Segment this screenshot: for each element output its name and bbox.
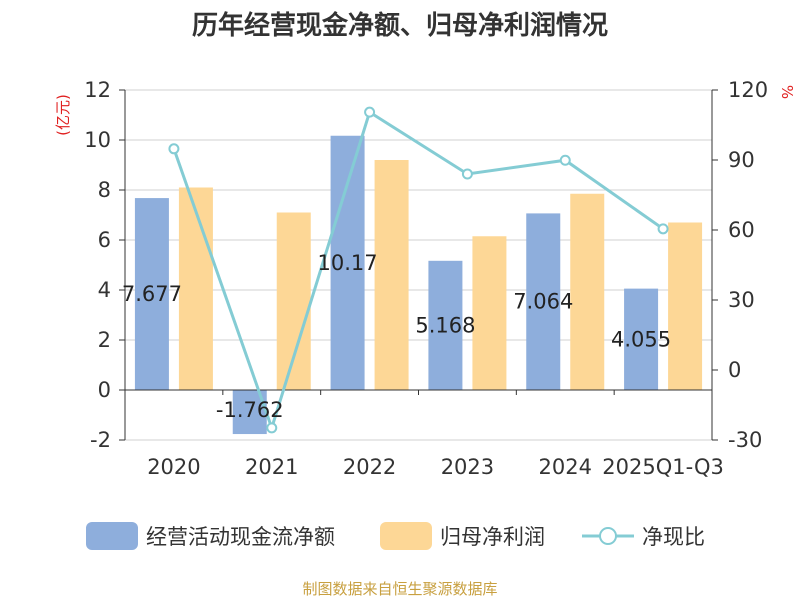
ratio-point: [559, 154, 571, 166]
ratio-line: [168, 106, 669, 434]
x-tick-label: 2022: [343, 455, 396, 479]
y-left-tick-label: 6: [98, 228, 111, 252]
y-left-tick-label: -2: [90, 428, 111, 452]
bar-net-profit: [178, 187, 213, 390]
x-tick-label: 2024: [539, 455, 592, 479]
y-right-tick-label: 0: [728, 358, 741, 382]
bar-value-label: 7.677: [122, 282, 182, 306]
y-right-tick-label: 30: [728, 288, 755, 312]
y-right-tick-label: -30: [728, 428, 762, 452]
ratio-point: [364, 106, 376, 118]
bar-net-profit: [374, 160, 409, 390]
y-left-tick-label: 10: [84, 128, 111, 152]
data-labels: 7.677 -1.762 10.17 5.168 7.064 4.055: [122, 251, 671, 422]
y-right-unit: %: [778, 85, 796, 99]
x-tick-label: 2023: [441, 455, 494, 479]
ratio-point: [461, 168, 473, 180]
bar-value-label: 4.055: [611, 327, 671, 351]
legend-swatch-ratio-marker: [599, 527, 617, 545]
legend-swatch-cash-flow: [86, 522, 138, 550]
legend: 经营活动现金流净额 归母净利润 净现比: [86, 522, 705, 550]
y-left-tick-label: 0: [98, 378, 111, 402]
ratio-line-path: [172, 109, 664, 433]
y-left-tick-label: 2: [98, 328, 111, 352]
legend-label-cash-flow: 经营活动现金流净额: [146, 525, 335, 549]
bar-net-profit: [570, 193, 605, 390]
x-tick-label: 2021: [245, 455, 298, 479]
legend-label-ratio: 净现比: [642, 525, 705, 549]
y-left-tick-label: 12: [84, 78, 111, 102]
bar-net-profit: [472, 236, 507, 390]
legend-label-net-profit: 归母净利润: [440, 525, 545, 549]
y-right-tick-label: 120: [728, 78, 768, 102]
bar-net-profit: [276, 212, 311, 390]
bar-cash-flow: [428, 260, 463, 390]
bar-cash-flow: [624, 288, 659, 390]
y-left-unit: (亿元): [54, 94, 72, 136]
x-tick-label: 2025Q1-Q3: [602, 455, 724, 479]
y-left-tick-label: 8: [98, 178, 111, 202]
bar-value-label: 7.064: [513, 290, 573, 314]
source-note: 制图数据来自恒生聚源数据库: [302, 580, 497, 598]
bar-value-label: -1.762: [216, 398, 284, 422]
bar-value-label: 5.168: [415, 313, 475, 337]
bar-net-profit: [668, 222, 703, 390]
bar-value-label: 10.17: [318, 251, 378, 275]
y-right-tick-label: 90: [728, 148, 755, 172]
axes: -2 0 2 4 6 8 10 12 -30 0 30 60 90 120 2020 2021 2022 2023…: [84, 78, 768, 479]
ratio-point: [266, 422, 278, 434]
legend-swatch-net-profit: [380, 522, 432, 550]
bars: [134, 135, 703, 435]
y-right-tick-label: 60: [728, 218, 755, 242]
chart-title: 历年经营现金净额、归母净利润情况: [192, 10, 608, 41]
y-left-tick-label: 4: [98, 278, 111, 302]
ratio-point: [168, 143, 180, 155]
bar-cash-flow: [134, 198, 169, 390]
bar-cash-flow: [526, 213, 561, 390]
x-tick-label: 2020: [147, 455, 200, 479]
ratio-point: [657, 223, 669, 235]
